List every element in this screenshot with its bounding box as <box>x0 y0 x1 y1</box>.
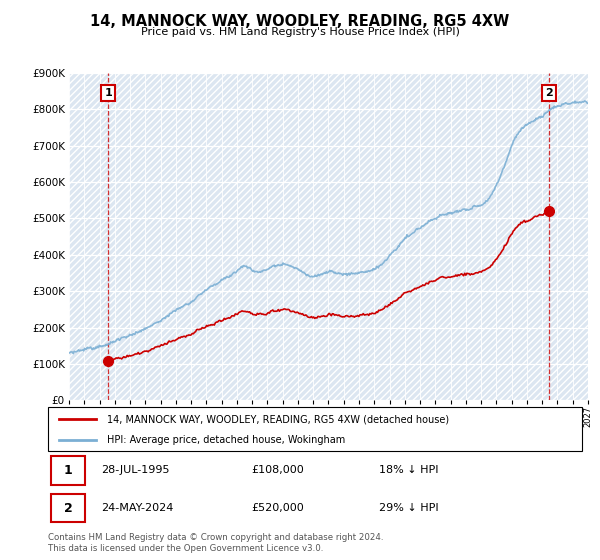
Text: 1: 1 <box>104 88 112 98</box>
Text: Price paid vs. HM Land Registry's House Price Index (HPI): Price paid vs. HM Land Registry's House … <box>140 27 460 37</box>
Text: 24-MAY-2024: 24-MAY-2024 <box>101 503 174 513</box>
Text: 14, MANNOCK WAY, WOODLEY, READING, RG5 4XW: 14, MANNOCK WAY, WOODLEY, READING, RG5 4… <box>91 14 509 29</box>
FancyBboxPatch shape <box>50 494 85 522</box>
Text: 14, MANNOCK WAY, WOODLEY, READING, RG5 4XW (detached house): 14, MANNOCK WAY, WOODLEY, READING, RG5 4… <box>107 414 449 424</box>
Text: 29% ↓ HPI: 29% ↓ HPI <box>379 503 439 513</box>
Text: £520,000: £520,000 <box>251 503 304 513</box>
Text: 2: 2 <box>545 88 553 98</box>
FancyBboxPatch shape <box>50 456 85 484</box>
Text: 18% ↓ HPI: 18% ↓ HPI <box>379 465 439 475</box>
FancyBboxPatch shape <box>48 407 582 451</box>
Text: HPI: Average price, detached house, Wokingham: HPI: Average price, detached house, Woki… <box>107 435 345 445</box>
Text: Contains HM Land Registry data © Crown copyright and database right 2024.
This d: Contains HM Land Registry data © Crown c… <box>48 533 383 553</box>
Text: 2: 2 <box>64 502 73 515</box>
Text: 1: 1 <box>64 464 73 477</box>
Text: £108,000: £108,000 <box>251 465 304 475</box>
Text: 28-JUL-1995: 28-JUL-1995 <box>101 465 170 475</box>
